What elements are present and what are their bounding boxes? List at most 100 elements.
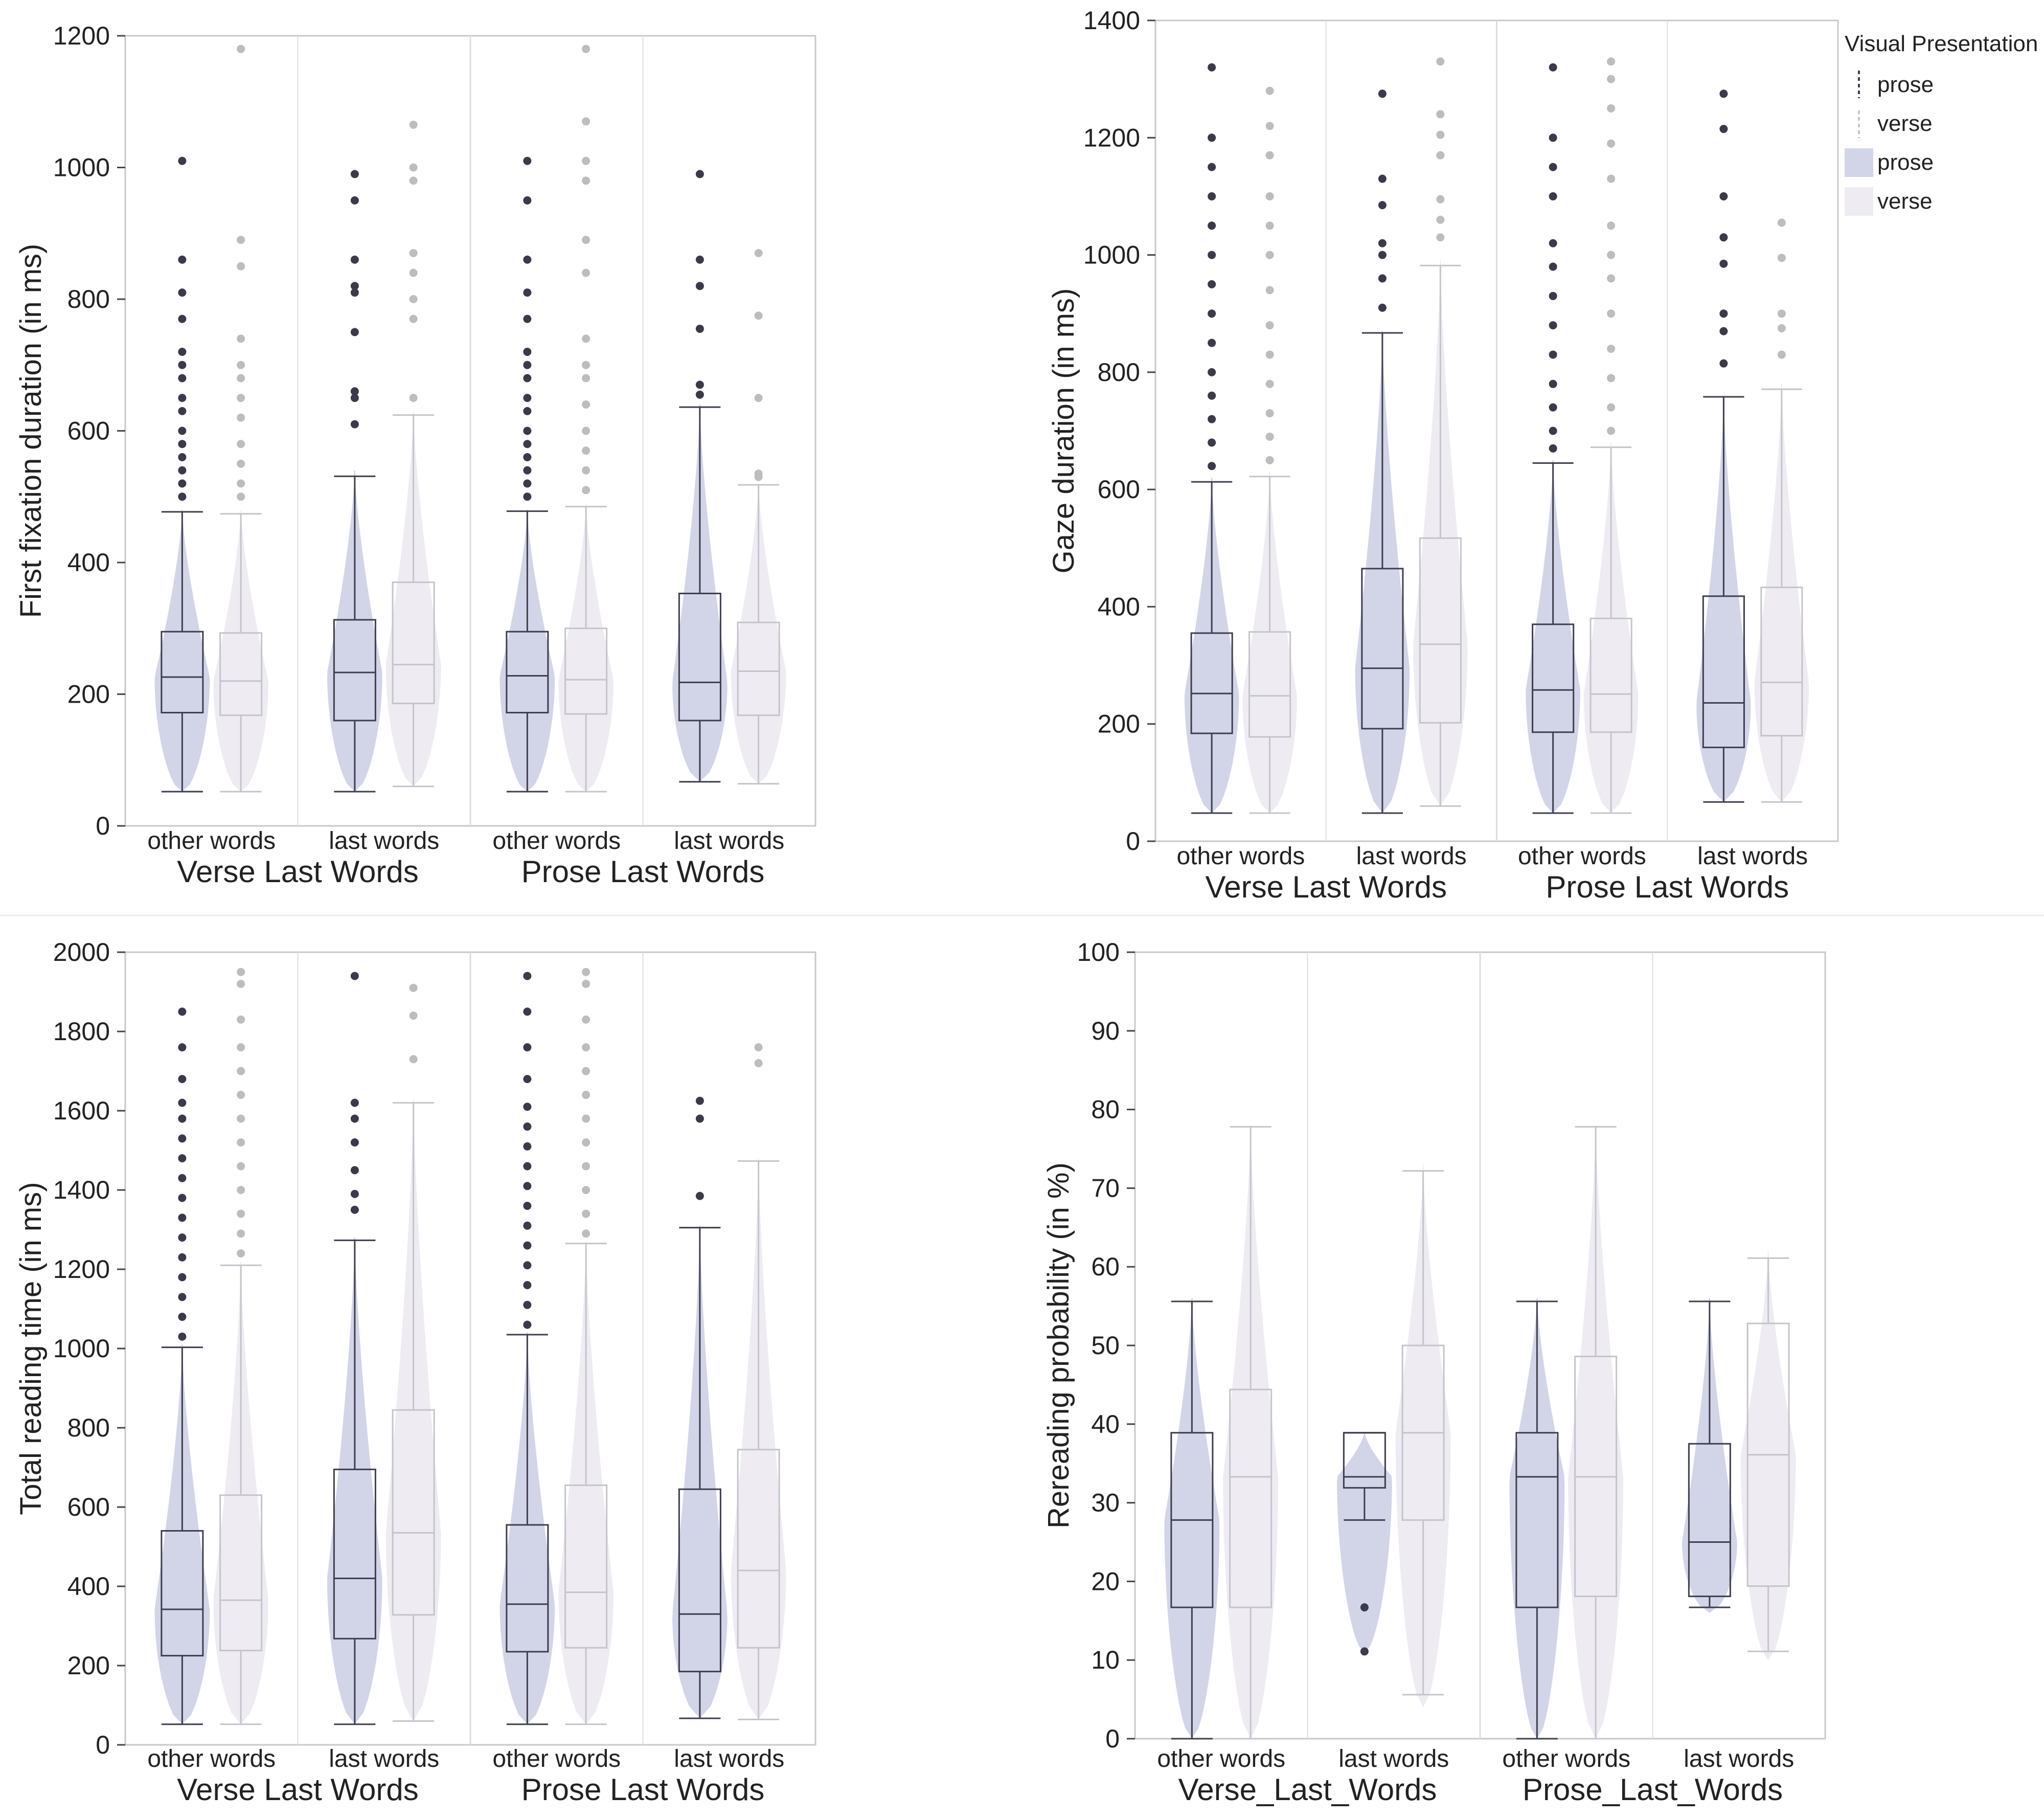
x-group-label: Verse_Last_Words xyxy=(1178,1772,1437,1807)
prose-outlier-point xyxy=(695,1096,704,1105)
prose-outlier-point xyxy=(523,453,532,461)
legend-line-verse: verse xyxy=(1877,111,1933,136)
prose-outlier-point xyxy=(350,282,359,290)
verse-box xyxy=(392,581,435,705)
prose-outlier-point xyxy=(1208,309,1216,318)
prose-outlier-point xyxy=(695,380,704,389)
prose-violin xyxy=(1355,331,1410,813)
prose-outlier-point xyxy=(1208,221,1216,230)
prose-outlier-point xyxy=(695,282,704,290)
x-group-label: Prose Last Words xyxy=(521,855,765,889)
verse-outlier-point xyxy=(1777,309,1786,318)
prose-outlier-point xyxy=(1378,251,1387,259)
prose-outlier-point xyxy=(350,1138,359,1147)
prose-box xyxy=(1343,1432,1386,1489)
prose-outlier-point xyxy=(350,1166,359,1175)
y-tick-label: 1800 xyxy=(53,1017,110,1046)
verse-outlier-point xyxy=(237,440,245,448)
prose-outlier-point xyxy=(1208,339,1216,347)
x-category-label: other words xyxy=(1518,843,1646,870)
verse-outlier-point xyxy=(1777,254,1786,262)
prose-outlier-point xyxy=(350,170,359,178)
prose-outlier-point xyxy=(178,440,187,448)
verse-outlier-point xyxy=(237,1067,245,1075)
prose-outlier-point xyxy=(1208,280,1216,288)
verse-box xyxy=(1760,587,1803,737)
prose-outlier-point xyxy=(178,1214,187,1222)
y-tick-label: 30 xyxy=(1091,1489,1120,1517)
prose-outlier-point xyxy=(523,972,532,980)
rereading-probability-panel: 0 10 20 30 40 50 60 70 80 90 100 Rereading probabil… xyxy=(1042,938,1826,1807)
prose-outlier-point xyxy=(178,288,187,297)
prose-outlier-point xyxy=(523,1182,532,1191)
x-category-label: other words xyxy=(492,1745,621,1772)
verse-outlier-point xyxy=(237,1091,245,1099)
prose-violin xyxy=(1682,1298,1737,1613)
prose-box xyxy=(506,1524,549,1653)
verse-outlier-point xyxy=(1436,110,1445,119)
verse-outlier-point xyxy=(1607,57,1616,66)
total-reading-time-panel: 0 200 400 600 800 1000 1200 1400 1600 1800 2000 Tot… xyxy=(14,938,816,1807)
prose-outlier-point xyxy=(178,1293,187,1301)
prose-outlier-point xyxy=(523,374,532,383)
y-tick-label: 0 xyxy=(1126,827,1140,856)
verse-outlier-point xyxy=(582,1043,591,1051)
verse-outlier-point xyxy=(582,466,591,475)
prose-violin xyxy=(1526,460,1580,813)
prose-outlier-point xyxy=(350,1189,359,1198)
y-tick-label: 0 xyxy=(96,1731,110,1759)
prose-outlier-point xyxy=(1549,63,1557,72)
prose-outlier-point xyxy=(695,170,704,178)
prose-outlier-point xyxy=(695,390,704,399)
prose-outlier-point xyxy=(1549,444,1557,453)
verse-outlier-point xyxy=(582,400,591,409)
prose-outlier-point xyxy=(523,479,532,488)
verse-outlier-point xyxy=(237,1114,245,1123)
prose-box xyxy=(1190,632,1233,734)
prose-outlier-point xyxy=(178,1075,187,1083)
y-tick-label: 10 xyxy=(1091,1646,1120,1674)
verse-outlier-point xyxy=(1265,321,1274,330)
prose-violin xyxy=(327,470,382,792)
verse-outlier-point xyxy=(754,249,763,257)
prose-outlier-point xyxy=(1719,89,1728,98)
verse-violin xyxy=(1223,1125,1279,1739)
verse-outlier-point xyxy=(237,1138,245,1147)
prose-outlier-point xyxy=(1378,174,1387,183)
prose-violin xyxy=(154,510,210,792)
verse-outlier-point xyxy=(1265,409,1274,418)
prose-outlier-point xyxy=(1378,274,1387,283)
y-tick-label: 600 xyxy=(67,1493,110,1521)
verse-outlier-point xyxy=(1607,174,1616,183)
verse-outlier-point xyxy=(237,1209,245,1218)
x-group-label: Prose Last Words xyxy=(1546,870,1789,904)
legend: Visual Presentation prose verse prose ve… xyxy=(1845,31,2038,216)
verse-outlier-point xyxy=(1777,218,1786,227)
verse-outlier-point xyxy=(237,1015,245,1024)
verse-outlier-point xyxy=(582,44,591,53)
legend-title: Visual Presentation xyxy=(1845,31,2038,56)
verse-outlier-point xyxy=(1777,350,1786,359)
prose-outlier-point xyxy=(523,466,532,475)
prose-outlier-point xyxy=(350,196,359,205)
prose-outlier-point xyxy=(523,1122,532,1131)
prose-box xyxy=(1515,1432,1559,1608)
prose-outlier-point xyxy=(178,407,187,415)
prose-violin xyxy=(327,1238,382,1724)
y-tick-label: 20 xyxy=(1091,1567,1120,1596)
prose-outlier-point xyxy=(178,1043,187,1051)
verse-box xyxy=(564,1484,608,1649)
verse-outlier-point xyxy=(1265,286,1274,295)
verse-outlier-point xyxy=(237,413,245,422)
prose-outlier-point xyxy=(523,426,532,435)
prose-box xyxy=(506,631,549,714)
verse-violin xyxy=(558,503,614,792)
verse-outlier-point xyxy=(409,983,418,992)
x-category-label: last words xyxy=(329,1745,439,1772)
prose-outlier-point xyxy=(1208,438,1216,447)
y-tick-label: 70 xyxy=(1091,1174,1120,1202)
prose-outlier-point xyxy=(1208,192,1216,200)
verse-box xyxy=(219,632,263,716)
y-tick-label: 1200 xyxy=(53,21,110,50)
prose-outlier-point xyxy=(178,426,187,435)
